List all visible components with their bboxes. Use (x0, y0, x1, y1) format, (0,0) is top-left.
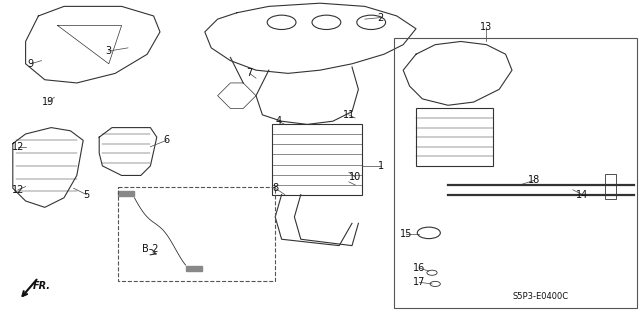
Text: 6: 6 (163, 135, 170, 145)
Text: 9: 9 (28, 59, 34, 69)
Text: 18: 18 (528, 175, 541, 185)
Text: 3: 3 (106, 46, 112, 56)
Text: 12: 12 (12, 185, 24, 195)
Text: S5P3-E0400C: S5P3-E0400C (513, 292, 569, 301)
Text: 7: 7 (246, 68, 253, 78)
Bar (118, 191, 134, 196)
Text: 10: 10 (349, 172, 362, 182)
Bar (416, 108, 493, 166)
Text: 11: 11 (342, 110, 355, 120)
Bar (272, 124, 362, 195)
Bar (394, 38, 637, 308)
Text: 12: 12 (12, 142, 24, 152)
Text: 17: 17 (413, 277, 426, 287)
Bar (118, 187, 275, 281)
Text: 15: 15 (400, 229, 413, 240)
Text: 19: 19 (42, 97, 54, 107)
Text: 5: 5 (83, 189, 90, 200)
Text: 14: 14 (576, 189, 589, 200)
Text: 8: 8 (272, 183, 278, 193)
Text: 4: 4 (275, 116, 282, 126)
Text: 1: 1 (378, 161, 384, 171)
Text: 16: 16 (413, 263, 426, 273)
Bar (186, 266, 202, 271)
Bar (605, 174, 616, 199)
Text: 2: 2 (378, 12, 384, 23)
Text: FR.: FR. (33, 280, 51, 291)
Text: B-2: B-2 (142, 244, 159, 254)
Text: 13: 13 (480, 22, 493, 32)
